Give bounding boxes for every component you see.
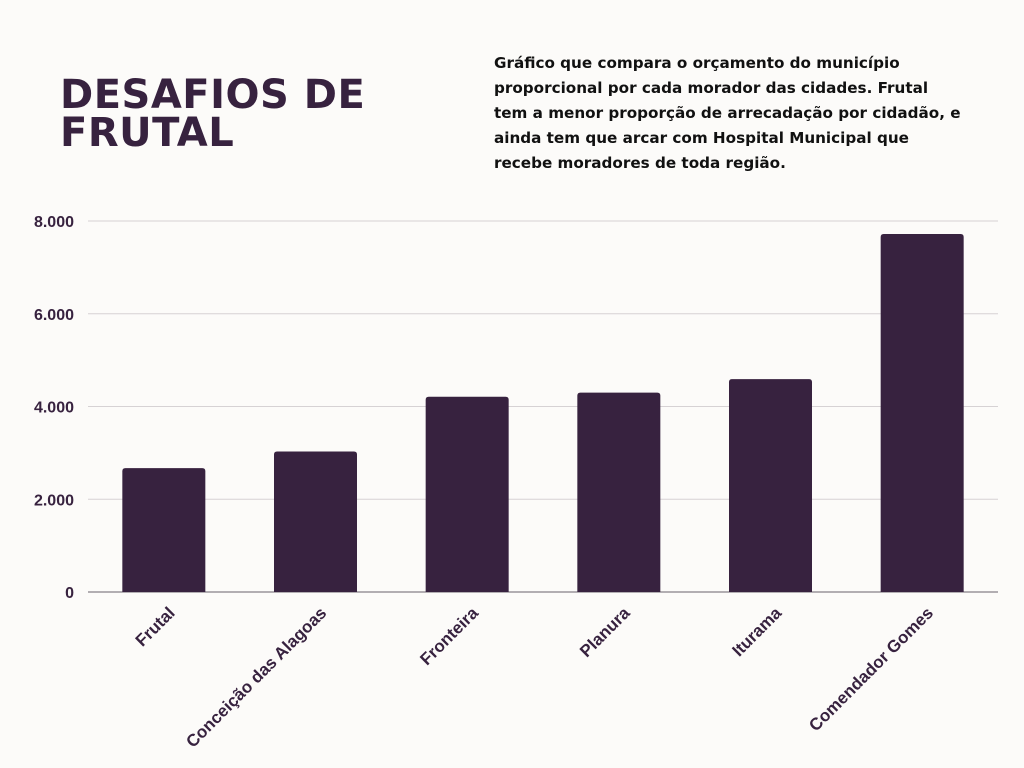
bar-planura <box>577 392 661 592</box>
bar-frutal <box>122 468 206 592</box>
x-tick-label: Iturama <box>728 603 785 660</box>
x-tick-label: Conceição das Alagoas <box>182 603 330 751</box>
bar-fronteira <box>425 396 509 592</box>
grid-lines <box>88 220 998 593</box>
x-tick-label: Fronteira <box>416 603 482 669</box>
x-tick-label: Comendador Gomes <box>805 603 937 735</box>
bar-comendador-gomes <box>880 233 964 593</box>
page-title: DESAFIOS DE FRUTAL <box>60 72 366 156</box>
x-tick-label: Planura <box>576 603 634 661</box>
y-tick-label: 4.000 <box>34 400 74 417</box>
bar-concei-o-das-alagoas <box>274 451 357 592</box>
bars <box>122 233 964 593</box>
y-tick-label: 2.000 <box>34 492 74 509</box>
y-tick-label: 6.000 <box>34 307 74 324</box>
y-tick-label: 8.000 <box>34 214 74 231</box>
y-tick-label: 0 <box>65 585 74 602</box>
chart-description: Gráfico que compara o orçamento do munic… <box>494 54 961 172</box>
bar-iturama <box>729 379 812 592</box>
x-axis-ticks: Frutal Conceição das Alagoas Fronteira Plan… <box>132 603 937 751</box>
x-tick-label: Frutal <box>132 603 179 650</box>
y-axis-ticks: 0 2.000 4.000 6.000 8.000 <box>34 214 74 602</box>
